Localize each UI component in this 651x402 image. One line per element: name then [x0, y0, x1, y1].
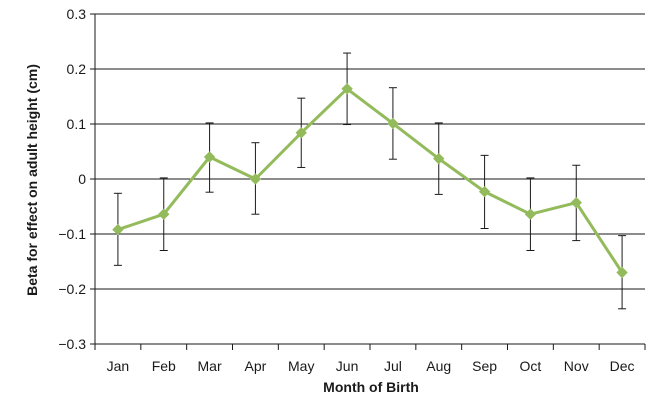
data-point — [433, 152, 445, 165]
x-tick-label: Sep — [472, 358, 497, 374]
y-axis-title: Beta for effect on adult height (cm) — [24, 64, 40, 296]
data-point — [158, 208, 170, 220]
x-axis-title: Month of Birth — [323, 379, 419, 395]
x-tick-label: Jun — [336, 358, 359, 374]
data-point — [249, 173, 262, 185]
y-tick-label: −0.3 — [58, 336, 86, 352]
grid-lines — [95, 13, 645, 290]
axes — [90, 13, 646, 350]
data-point — [524, 208, 537, 220]
x-tick-label: Dec — [610, 358, 635, 374]
y-tick-label: 0.3 — [67, 6, 87, 22]
data-series — [112, 83, 628, 279]
x-tick-label: Nov — [564, 358, 589, 374]
y-tick-label: −0.2 — [58, 281, 86, 297]
data-point — [203, 151, 216, 163]
y-tick-labels: 0.3 0.2 0.1 0 −0.1 −0.2 −0.3 — [58, 6, 86, 352]
data-point — [478, 185, 491, 198]
data-point — [112, 223, 124, 236]
x-tick-labels: Jan Feb Mar Apr May Jun Jul Aug Sep Oct Nov Dec — [107, 358, 635, 374]
y-tick-label: 0.1 — [67, 116, 87, 132]
series-line — [117, 87, 624, 274]
x-tick-label: May — [288, 358, 314, 374]
x-tick-label: Jul — [384, 358, 402, 374]
x-tick-label: Aug — [426, 358, 451, 374]
data-point — [616, 266, 628, 279]
x-tick-label: Feb — [152, 358, 176, 374]
x-tick-label: Jan — [107, 358, 130, 374]
data-point — [341, 83, 353, 95]
data-point — [570, 196, 582, 209]
x-tick-label: Mar — [198, 358, 222, 374]
y-tick-label: 0 — [78, 171, 86, 187]
data-point — [387, 117, 399, 130]
data-point — [295, 127, 307, 139]
x-tick-label: Apr — [245, 358, 267, 374]
y-tick-label: −0.1 — [58, 226, 86, 242]
y-tick-label: 0.2 — [67, 61, 87, 77]
x-tick-label: Oct — [520, 358, 542, 374]
